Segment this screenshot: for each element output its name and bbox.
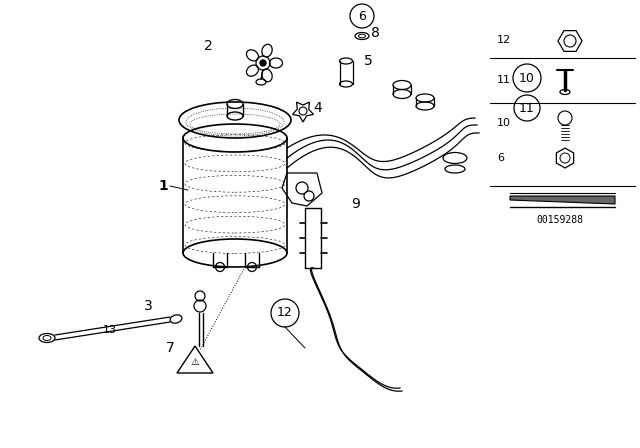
Text: 3: 3 bbox=[143, 299, 152, 313]
Text: 8: 8 bbox=[371, 26, 380, 40]
Text: 6: 6 bbox=[497, 153, 504, 163]
Text: 2: 2 bbox=[204, 39, 212, 53]
Text: ⚠: ⚠ bbox=[191, 357, 200, 367]
Text: 5: 5 bbox=[364, 54, 372, 68]
Text: 9: 9 bbox=[351, 197, 360, 211]
Text: 11: 11 bbox=[497, 75, 511, 85]
Text: 12: 12 bbox=[277, 306, 293, 319]
Text: 11: 11 bbox=[519, 102, 535, 115]
Text: 00159288: 00159288 bbox=[536, 215, 584, 225]
Text: 10: 10 bbox=[519, 72, 535, 85]
Text: 13: 13 bbox=[103, 325, 117, 335]
Circle shape bbox=[260, 60, 266, 66]
Text: 1: 1 bbox=[158, 179, 168, 193]
Text: 12: 12 bbox=[497, 35, 511, 45]
Text: 7: 7 bbox=[166, 341, 174, 355]
Text: 4: 4 bbox=[314, 101, 323, 115]
Polygon shape bbox=[510, 196, 615, 204]
Text: 6: 6 bbox=[358, 9, 366, 22]
Text: 10: 10 bbox=[497, 118, 511, 128]
